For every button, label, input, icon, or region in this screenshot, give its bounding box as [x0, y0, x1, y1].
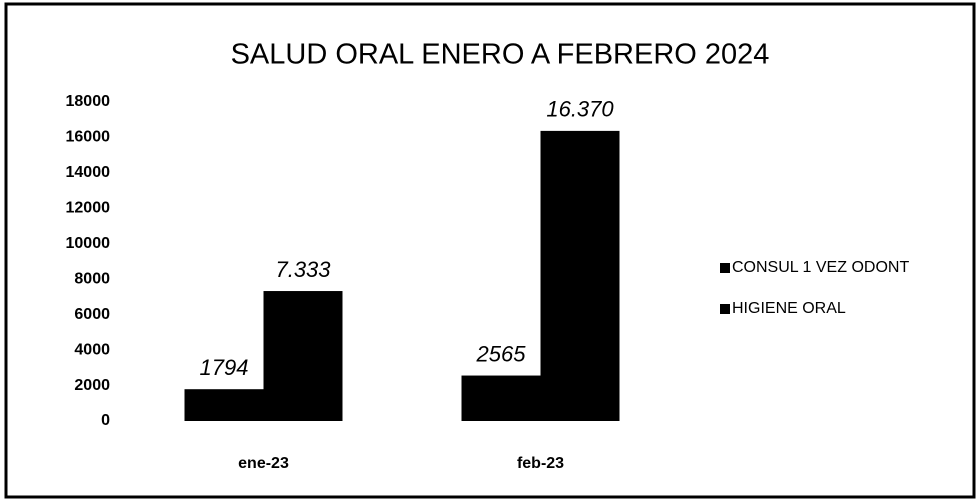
- bar: [263, 291, 343, 421]
- y-tick-label: 6000: [74, 306, 110, 323]
- y-tick-label: 18000: [66, 93, 111, 110]
- y-tick-label: 0: [101, 412, 110, 429]
- bar: [540, 130, 620, 422]
- y-tick-label: 14000: [66, 164, 111, 181]
- legend-label: CONSUL 1 VEZ ODONT: [732, 259, 909, 276]
- legend-swatch: [720, 304, 730, 314]
- value-label: 16.370: [546, 97, 614, 122]
- value-label: 7.333: [275, 257, 331, 282]
- bar: [184, 389, 264, 421]
- y-tick-label: 10000: [66, 235, 111, 252]
- x-tick-label: ene-23: [238, 455, 289, 472]
- x-tick-label: feb-23: [517, 455, 564, 472]
- chart-frame: [4, 2, 976, 499]
- chart-title: SALUD ORAL ENERO A FEBRERO 2024: [231, 39, 770, 71]
- legend-swatch: [720, 263, 730, 273]
- y-tick-label: 12000: [66, 200, 111, 217]
- y-tick-label: 8000: [74, 270, 110, 287]
- value-label: 2565: [476, 341, 527, 366]
- bar: [461, 375, 541, 421]
- y-tick-label: 2000: [74, 377, 110, 394]
- y-tick-label: 16000: [66, 129, 111, 146]
- value-label: 1794: [200, 355, 249, 380]
- legend-label: HIGIENE ORAL: [732, 300, 846, 317]
- y-tick-label: 4000: [74, 341, 110, 358]
